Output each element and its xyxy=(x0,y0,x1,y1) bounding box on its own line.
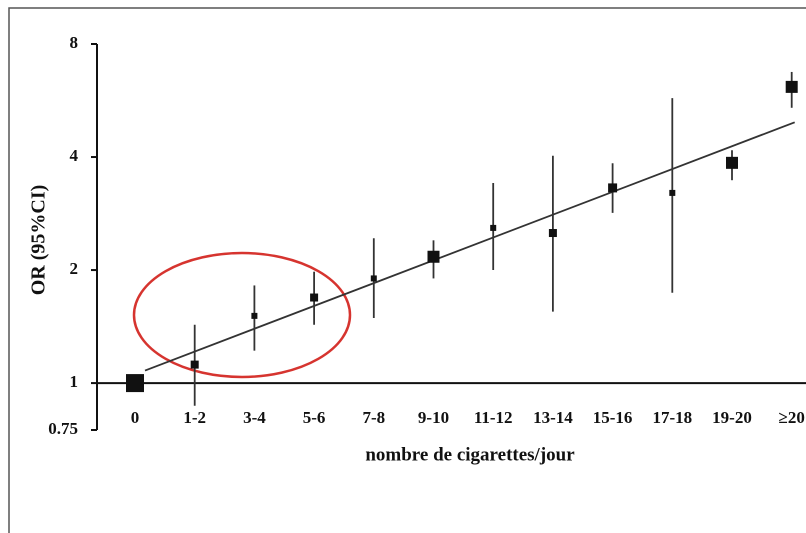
point-marker xyxy=(310,293,319,302)
x-tick-label: 7-8 xyxy=(362,408,385,427)
highlight-ellipse xyxy=(132,251,352,379)
y-axis-label: OR (95%CI) xyxy=(28,185,50,296)
y-tick-label: 1 xyxy=(70,372,79,391)
point-marker xyxy=(548,229,557,238)
y-tick-label: 2 xyxy=(70,259,79,278)
x-tick-label: 13-14 xyxy=(533,408,573,427)
y-tick-label: 8 xyxy=(70,33,79,52)
point-marker xyxy=(251,312,258,319)
point-marker xyxy=(785,80,798,93)
x-tick-label: 3-4 xyxy=(243,408,266,427)
x-tick-label: 5-6 xyxy=(303,408,326,427)
trend-line xyxy=(144,121,796,372)
point-marker xyxy=(608,183,618,193)
point-marker xyxy=(726,156,738,169)
x-tick-label: 0 xyxy=(131,408,140,427)
x-axis-label: nombre de cigarettes/jour xyxy=(365,444,575,465)
y-tick-label: 0.75 xyxy=(48,419,78,438)
x-tick-label: 1-2 xyxy=(183,408,206,427)
x-tick-label: 15-16 xyxy=(593,408,633,427)
x-tick-label: 11-12 xyxy=(474,408,513,427)
point-marker xyxy=(190,360,199,369)
x-tick-label: 19-20 xyxy=(712,408,752,427)
point-marker xyxy=(669,189,676,196)
point-marker xyxy=(126,374,144,393)
y-tick-label: 4 xyxy=(70,146,79,165)
point-marker xyxy=(490,224,497,231)
x-tick-label: ≥20 xyxy=(779,408,805,427)
x-tick-label: 17-18 xyxy=(652,408,692,427)
point-marker xyxy=(427,250,440,263)
x-tick-label: 9-10 xyxy=(418,408,449,427)
frame xyxy=(8,7,806,533)
point-marker xyxy=(370,275,377,282)
